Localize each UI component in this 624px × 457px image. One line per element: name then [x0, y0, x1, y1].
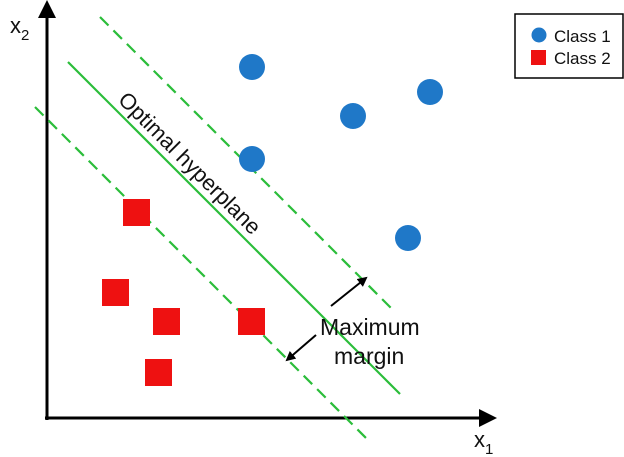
y-axis-arrowhead — [38, 0, 56, 18]
class1-point — [395, 225, 421, 251]
legend-class1-label: Class 1 — [554, 27, 611, 46]
x-axis-arrowhead — [479, 409, 497, 427]
legend-class1-marker — [531, 27, 547, 43]
y-axis-label: x2 — [10, 13, 29, 44]
optimal-hyperplane — [67, 61, 401, 395]
class2-point — [238, 308, 265, 335]
class1-point — [417, 79, 443, 105]
class2-point — [153, 308, 180, 335]
margin-arrow-upper — [330, 276, 368, 307]
class2-point — [145, 359, 172, 386]
legend-class2-label: Class 2 — [554, 49, 611, 68]
lower-margin-line — [34, 106, 369, 441]
legend-class2-marker — [531, 50, 546, 65]
legend: Class 1 Class 2 — [514, 13, 624, 79]
x-axis-label: x1 — [474, 427, 493, 457]
upper-margin-line — [99, 16, 393, 310]
class1-point — [239, 54, 265, 80]
margin-label-line1: Maximum — [320, 314, 420, 340]
class1-point — [239, 146, 265, 172]
legend-box — [514, 13, 624, 79]
margin-label-line2: margin — [334, 343, 404, 369]
class2-point — [123, 199, 150, 226]
class2-point — [102, 279, 129, 306]
margin-arrow-lower — [285, 334, 317, 362]
class1-point — [340, 103, 366, 129]
